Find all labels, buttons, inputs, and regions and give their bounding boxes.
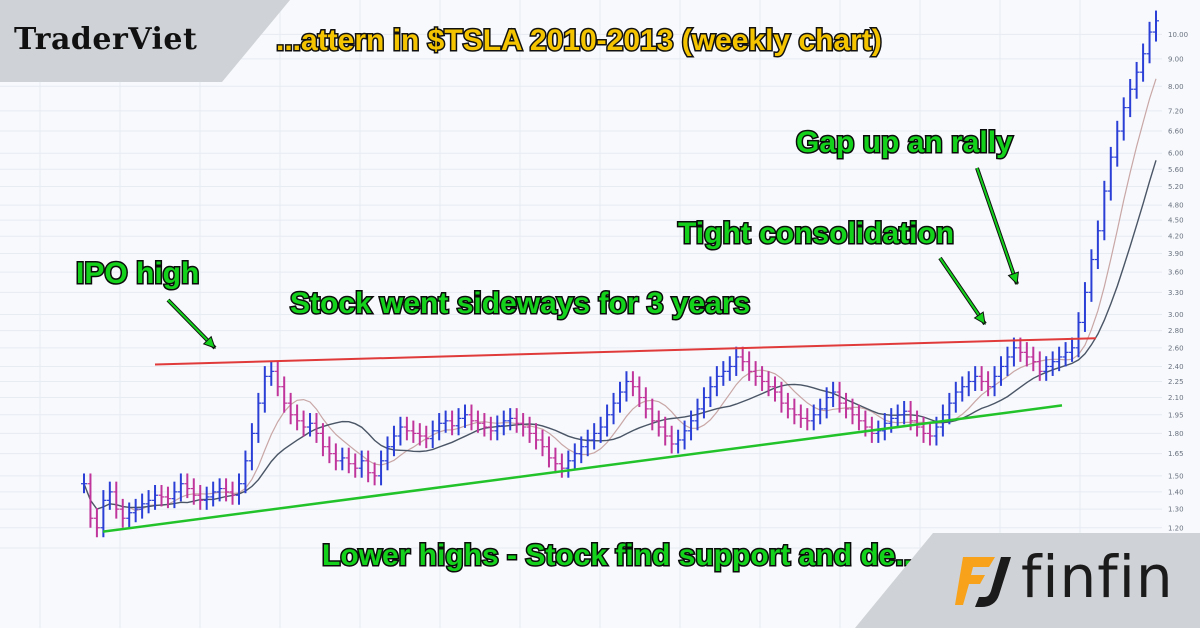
- y-tick-label: 4.80: [1168, 202, 1184, 210]
- trend-lines: [102, 337, 1097, 533]
- y-tick-label: 3.30: [1168, 289, 1184, 297]
- y-tick-label: 4.50: [1168, 217, 1184, 225]
- y-tick-label: 2.80: [1168, 327, 1184, 335]
- y-tick-label: 9.00: [1168, 55, 1184, 63]
- chart-title: ...attern in $TSLA 2010-2013 (weekly cha…: [276, 24, 882, 57]
- annotation-ipo-high: IPO high: [76, 257, 199, 290]
- annotation-sideways: Stock went sideways for 3 years: [290, 287, 750, 320]
- y-tick-label: 8.00: [1168, 83, 1184, 91]
- brand-name: TraderViet: [14, 22, 198, 57]
- y-tick-label: 1.95: [1168, 411, 1184, 419]
- finfin-mark-icon: [955, 557, 1011, 607]
- traderviet-logo: TraderViet: [0, 0, 290, 82]
- arrow-shaft: [976, 167, 1018, 285]
- arrow-head: [202, 335, 216, 349]
- y-tick-label: 3.90: [1168, 250, 1184, 258]
- y-tick-label: 2.25: [1168, 378, 1184, 386]
- finfin-wordmark: finfin: [1021, 543, 1174, 611]
- price-axis: 10.00 9.00 8.00 7.20 6.60 6.00 5.60 5.20 4.80 4.5…: [1168, 31, 1188, 553]
- arrow-head: [1007, 271, 1020, 286]
- ma-fast-line: [83, 78, 1157, 512]
- y-tick-label: 2.60: [1168, 344, 1184, 352]
- y-tick-label: 7.20: [1168, 107, 1184, 115]
- arrow-tight-consolidation: [938, 256, 987, 326]
- y-tick-label: 1.80: [1168, 430, 1184, 438]
- annotation-tight-consolidation: Tight consolidation: [678, 217, 954, 250]
- y-tick-label: 5.60: [1168, 166, 1184, 174]
- y-tick-label: 6.60: [1168, 128, 1184, 136]
- support-line: [102, 404, 1063, 533]
- y-tick-label: 2.10: [1168, 394, 1184, 402]
- arrow-ipo-high: [166, 298, 217, 350]
- arrow-head: [973, 311, 986, 325]
- y-tick-label: 3.60: [1168, 269, 1184, 277]
- arrow-gap-up: [975, 167, 1020, 286]
- annotation-lower-highs: Lower highs - Stock find support and de.…: [322, 539, 920, 572]
- y-tick-label: 2.40: [1168, 363, 1184, 371]
- y-tick-label: 1.50: [1168, 472, 1184, 480]
- y-tick-label: 1.40: [1168, 488, 1184, 496]
- y-tick-label: 4.20: [1168, 233, 1184, 241]
- y-tick-label: 10.00: [1168, 31, 1188, 39]
- chart-grid: [0, 0, 1162, 628]
- annotation-gap-up: Gap up an rally: [796, 126, 1013, 159]
- y-tick-label: 6.00: [1168, 150, 1184, 158]
- ma-slow-line: [83, 160, 1157, 510]
- candlestick-series: [81, 10, 1159, 538]
- moving-averages: [83, 78, 1157, 512]
- y-tick-label: 1.20: [1168, 524, 1184, 532]
- arrow-shaft: [939, 257, 986, 325]
- y-tick-label: 3.00: [1168, 311, 1184, 319]
- y-tick-label: 1.65: [1168, 450, 1184, 458]
- resistance-line: [154, 337, 1097, 366]
- annotation-arrows: [166, 167, 1020, 350]
- y-tick-label: 5.20: [1168, 183, 1184, 191]
- y-tick-label: 1.30: [1168, 506, 1184, 514]
- finfin-logo: finfin: [855, 533, 1200, 628]
